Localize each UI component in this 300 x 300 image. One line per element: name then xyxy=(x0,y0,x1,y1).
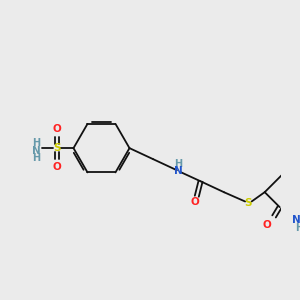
Text: O: O xyxy=(52,124,61,134)
Text: S: S xyxy=(53,143,60,153)
Text: N: N xyxy=(32,146,40,156)
Text: H: H xyxy=(32,153,40,164)
Text: O: O xyxy=(190,197,199,207)
Text: H: H xyxy=(174,159,182,169)
Text: S: S xyxy=(244,198,252,208)
Text: O: O xyxy=(52,162,61,172)
Text: N: N xyxy=(174,166,183,176)
Text: N: N xyxy=(292,215,300,225)
Text: H: H xyxy=(32,139,40,148)
Text: O: O xyxy=(262,220,271,230)
Text: H: H xyxy=(295,223,300,232)
